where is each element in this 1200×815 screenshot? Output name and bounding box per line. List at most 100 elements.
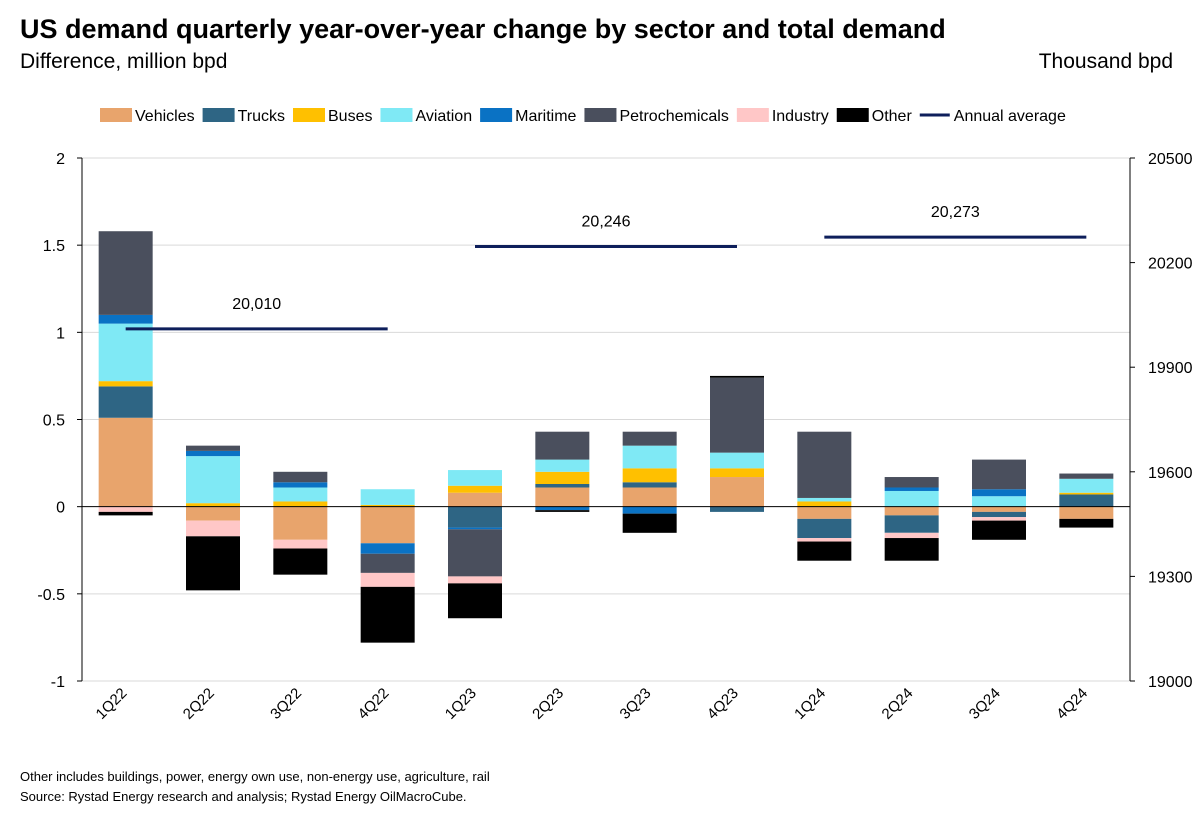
bar-segment-buses: [186, 503, 240, 507]
footnote-source: Source: Rystad Energy research and analy…: [20, 789, 467, 804]
bar-segment-petrochemicals: [972, 459, 1026, 490]
bar-segment-aviation: [98, 323, 153, 382]
bar-segment-vehicles: [622, 487, 677, 507]
bar-segment-aviation: [360, 489, 415, 505]
right-tick-label: 19900: [1148, 360, 1193, 377]
bar-segment-buses: [535, 471, 590, 485]
legend-swatch-trucks: [202, 108, 235, 122]
bar-segment-trucks: [710, 506, 764, 512]
bar-segment-other: [273, 548, 328, 575]
bar-segment-industry: [448, 576, 502, 584]
bar-segment-vehicles: [1059, 506, 1114, 519]
bar-segment-petrochemicals: [710, 377, 764, 453]
legend-swatch-aviation: [380, 108, 413, 122]
bar-segment-aviation: [710, 452, 764, 469]
footnote-other: Other includes buildings, power, energy …: [20, 769, 490, 784]
bar-segment-industry: [186, 520, 240, 537]
bar-segment-industry: [797, 538, 852, 542]
bar-segment-petrochemicals: [360, 553, 415, 573]
bar-segment-other: [972, 520, 1026, 540]
bar-segment-buses: [98, 381, 153, 387]
bar-segment-industry: [98, 506, 153, 512]
bar-segment-industry: [972, 517, 1026, 521]
bar-segment-buses: [448, 485, 502, 493]
bar-segment-vehicles: [186, 506, 240, 521]
bar-segment-aviation: [448, 470, 502, 486]
bar-segment-other: [622, 513, 677, 533]
legend-label-buses: Buses: [328, 108, 372, 125]
left-axis-title: Difference, million bpd: [20, 50, 228, 73]
bar-segment-other: [884, 538, 939, 561]
x-tick-label: 4Q24: [1053, 685, 1091, 723]
x-tick-label: 2Q22: [180, 685, 218, 723]
footnotes: Other includes buildings, power, energy …: [20, 767, 490, 807]
bar-segment-aviation: [622, 445, 677, 469]
bar-segment-industry: [273, 539, 328, 549]
chart-title: US demand quarterly year-over-year chang…: [20, 14, 946, 44]
bar-segment-other: [98, 511, 153, 516]
legend-swatch-maritime: [480, 108, 513, 122]
x-tick-label: 4Q23: [704, 685, 742, 723]
bar-segment-trucks: [884, 515, 939, 533]
bar-segment-other: [797, 541, 852, 561]
legend-swatch-vehicles: [100, 108, 132, 122]
bar-segment-maritime: [186, 450, 240, 457]
x-tick-label: 2Q24: [879, 685, 917, 723]
legend-label-trucks: Trucks: [238, 108, 285, 125]
legend-label-annual-average: Annual average: [954, 108, 1066, 125]
bar-segment-vehicles: [710, 477, 764, 507]
bar-segment-other: [535, 510, 590, 512]
legend-label-maritime: Maritime: [515, 108, 576, 125]
x-tick-label: 1Q23: [442, 685, 480, 723]
annual-average-label: 20,273: [931, 204, 980, 221]
x-tick-label: 3Q23: [617, 685, 655, 723]
legend-label-vehicles: Vehicles: [135, 108, 195, 125]
bar-segment-buses: [1059, 492, 1114, 495]
bar-segment-aviation: [535, 459, 590, 472]
bar-segment-vehicles: [98, 417, 153, 507]
bar-segment-vehicles: [884, 506, 939, 516]
x-tick-label: 3Q24: [966, 685, 1004, 723]
bar-segment-maritime: [535, 506, 590, 511]
left-tick-label: 2: [56, 151, 65, 168]
bar-segment-trucks: [98, 386, 153, 418]
bar-segment-trucks: [1059, 494, 1114, 507]
bar-segment-other: [360, 586, 415, 643]
right-tick-label: 19600: [1148, 465, 1193, 482]
left-tick-label: 0: [56, 500, 65, 517]
right-tick-label: 19000: [1148, 674, 1193, 691]
bar-segment-industry: [360, 572, 415, 587]
legend-label-aviation: Aviation: [415, 108, 472, 125]
bar-segment-trucks: [448, 506, 502, 528]
bar-segment-buses: [710, 468, 764, 478]
bar-segment-buses: [360, 504, 415, 507]
legend-swatch-other: [836, 108, 869, 122]
bar-segment-aviation: [273, 487, 328, 502]
bar-segment-petrochemicals: [186, 445, 240, 451]
left-tick-label: 1: [56, 325, 65, 342]
bar-segment-vehicles: [273, 506, 328, 540]
bar-segment-petrochemicals: [884, 477, 939, 488]
bar-segment-petrochemicals: [535, 431, 590, 460]
left-tick-label: 0.5: [43, 413, 65, 430]
x-tick-label: 2Q23: [529, 685, 567, 723]
bar-segment-aviation: [884, 490, 939, 507]
legend-swatch-petrochemicals: [584, 108, 617, 122]
bar-segment-petrochemicals: [797, 431, 852, 498]
right-tick-label: 19300: [1148, 569, 1193, 586]
legend-swatch-buses: [293, 108, 325, 122]
bar-segment-maritime: [448, 527, 502, 530]
bar-segment-maritime: [884, 487, 939, 491]
bar-segment-aviation: [186, 456, 240, 504]
legend-swatch-industry: [736, 108, 769, 122]
bar-segment-other: [448, 583, 502, 619]
annual-average-label: 20,246: [582, 214, 631, 231]
legend-label-petrochemicals: Petrochemicals: [619, 108, 728, 125]
bar-segment-trucks: [797, 518, 852, 539]
x-tick-label: 1Q24: [791, 685, 829, 723]
bar-segment-buses: [273, 501, 328, 507]
left-tick-label: -0.5: [37, 587, 65, 604]
right-tick-label: 20200: [1148, 256, 1193, 273]
legend-label-industry: Industry: [772, 108, 829, 125]
